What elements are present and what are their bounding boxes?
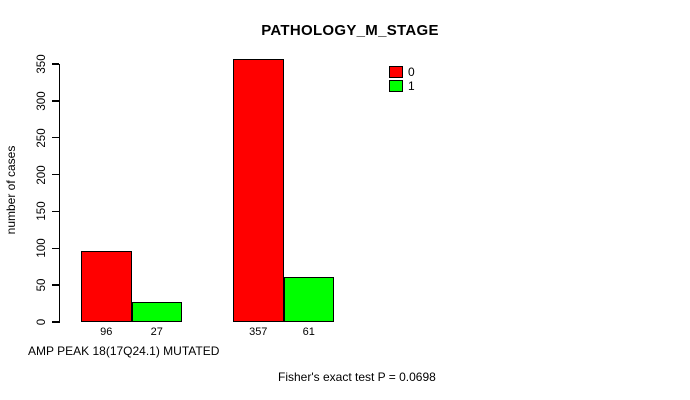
y-tick-mark [52, 210, 59, 213]
bar-value-label: 357 [249, 326, 268, 338]
legend-label: 1 [408, 79, 415, 93]
legend-entry: 0 [389, 65, 415, 79]
stats-annotation: Fisher's exact test P = 0.0698 [278, 370, 436, 384]
bar-series1-group-1 [131, 302, 182, 322]
y-tick-label: 250 [36, 128, 48, 148]
y-axis-label: number of cases [4, 145, 18, 235]
legend-label: 0 [408, 65, 415, 79]
y-tick-mark [52, 100, 59, 102]
bar-value-label: 27 [150, 326, 163, 338]
y-tick-mark [52, 247, 59, 250]
y-tick-label: 50 [36, 278, 48, 292]
y-tick-label: 100 [36, 238, 48, 258]
y-tick-label: 150 [36, 201, 48, 222]
y-tick-mark [52, 63, 59, 65]
bar-series0-group-2 [233, 58, 284, 322]
y-tick-label: 200 [36, 164, 48, 185]
legend-swatch-0 [389, 66, 403, 78]
bar-value-label: 61 [302, 326, 315, 338]
legend-entry: 1 [389, 79, 415, 93]
bar-series0-group-1 [81, 251, 132, 322]
y-tick-mark [52, 321, 59, 323]
y-tick-mark [52, 173, 59, 176]
chart-title: PATHOLOGY_M_STAGE [261, 22, 439, 39]
legend-swatch-1 [389, 80, 403, 92]
y-axis-line [58, 63, 60, 323]
y-tick-label: 300 [36, 91, 48, 111]
y-tick-mark [52, 136, 59, 139]
y-tick-label: 0 [36, 318, 48, 326]
bar-value-label: 96 [100, 326, 113, 338]
bar-series1-group-2 [283, 277, 334, 322]
x-axis-label: AMP PEAK 18(17Q24.1) MUTATED [28, 344, 220, 358]
y-tick-label: 350 [36, 54, 48, 74]
y-tick-mark [52, 284, 59, 286]
